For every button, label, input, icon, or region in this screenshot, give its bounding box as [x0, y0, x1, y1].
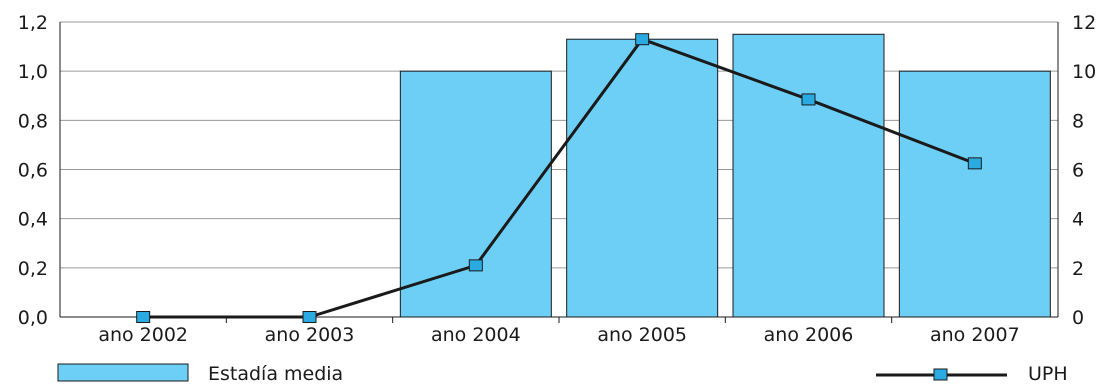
left-tick-label: 0,0: [18, 307, 48, 329]
right-tick-label: 12: [1072, 12, 1096, 34]
x-tick-label: ano 2006: [764, 324, 854, 346]
uph-line: [143, 37, 976, 319]
x-tick-label: ano 2003: [265, 324, 355, 346]
gridlines: [60, 21, 1058, 269]
right-tick-label: 8: [1072, 110, 1084, 132]
left-tick-label: 1,2: [18, 12, 48, 34]
legend-bar-label: Estadía media: [208, 363, 343, 384]
uph-marker-ano-2006: [801, 93, 816, 106]
uph-marker-ano-2002: [136, 311, 151, 323]
legend-line-marker: [933, 368, 948, 381]
right-tick-label: 10: [1072, 61, 1096, 83]
left-tick-label: 0,4: [18, 209, 48, 231]
uph-marker-ano-2005: [635, 33, 650, 46]
left-tick-label: 0,6: [18, 160, 48, 182]
legend-bar-swatch: [57, 363, 189, 382]
x-tick-label: ano 2004: [431, 324, 521, 346]
left-tick-label: 1,0: [18, 61, 48, 83]
bar-ano-2006: [732, 33, 885, 318]
bar-ano-2007: [898, 70, 1051, 318]
left-tick-label: 0,8: [18, 110, 48, 132]
x-tick-label: ano 2005: [597, 324, 687, 346]
legend: Estadía media UPH: [57, 363, 1068, 384]
right-tick-label: 2: [1072, 258, 1084, 280]
right-tick-label: 0: [1072, 307, 1084, 329]
right-tick-label: 6: [1072, 160, 1084, 182]
left-axis-ticks: 0,0 0,2 0,4 0,6 0,8 1,0 1,2: [18, 12, 48, 329]
bar-ano-2004: [399, 70, 552, 318]
x-tick-label: ano 2007: [930, 324, 1020, 346]
uph-marker-ano-2004: [468, 259, 483, 272]
line-series: [136, 33, 982, 323]
legend-line-label: UPH: [1028, 363, 1068, 384]
x-tick-label: ano 2002: [98, 324, 188, 346]
right-tick-label: 4: [1072, 209, 1084, 231]
left-tick-label: 0,2: [18, 258, 48, 280]
bar-series: [399, 33, 1051, 318]
right-axis-ticks: 0 2 4 6 8 10 12: [1072, 12, 1096, 329]
uph-marker-ano-2003: [302, 311, 317, 323]
x-axis-ticks: ano 2002 ano 2003 ano 2004 ano 2005 ano 2006…: [98, 324, 1019, 346]
uph-marker-ano-2007: [967, 157, 982, 170]
bar-ano-2005: [566, 38, 719, 318]
